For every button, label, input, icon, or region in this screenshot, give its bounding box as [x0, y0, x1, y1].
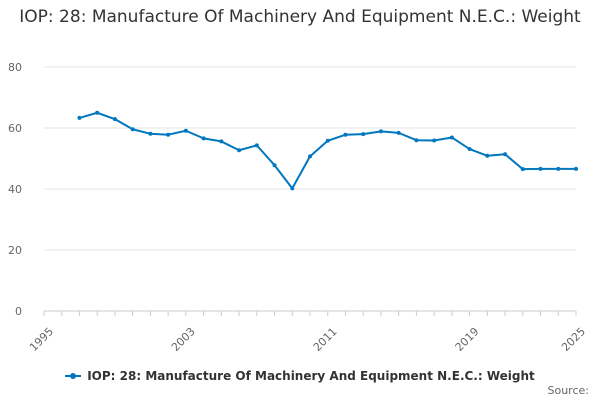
- data-point: [148, 131, 153, 136]
- data-point: [290, 186, 295, 191]
- data-point: [485, 153, 490, 158]
- data-point: [308, 154, 312, 159]
- data-point: [538, 166, 543, 171]
- x-tick-label: 2025: [559, 325, 588, 354]
- y-axis: 0 20 40 60 80: [8, 61, 22, 318]
- data-point: [130, 127, 135, 132]
- data-point: [95, 110, 100, 115]
- data-point: [467, 147, 472, 152]
- x-tick-label: 2019: [453, 325, 482, 354]
- data-point: [361, 132, 366, 137]
- data-point: [112, 117, 117, 122]
- data-point: [254, 143, 259, 148]
- x-tick-label: 2003: [169, 325, 198, 354]
- y-tick-label: 80: [8, 61, 22, 74]
- data-point: [77, 115, 82, 120]
- data-point: [219, 139, 224, 144]
- data-point: [414, 138, 419, 143]
- gridlines: [44, 66, 576, 312]
- data-point: [272, 163, 277, 168]
- data-point: [343, 132, 348, 137]
- y-tick-label: 0: [15, 305, 22, 318]
- data-point: [237, 148, 242, 153]
- legend[interactable]: IOP: 28: Manufacture Of Machinery And Eq…: [0, 366, 600, 383]
- x-axis: 1995 2003 2011 2019 2025: [27, 311, 588, 354]
- data-point: [201, 136, 206, 141]
- data-point: [396, 130, 401, 135]
- legend-label: IOP: 28: Manufacture Of Machinery And Eq…: [87, 369, 535, 383]
- data-point: [378, 129, 383, 134]
- x-tick-label: 1995: [27, 325, 56, 354]
- data-point: [449, 135, 454, 140]
- series-line: [79, 111, 576, 190]
- legend-line-marker-icon: [65, 373, 82, 379]
- data-point: [432, 138, 437, 143]
- y-tick-label: 20: [8, 244, 22, 257]
- chart-title: IOP: 28: Manufacture Of Machinery And Eq…: [19, 7, 581, 27]
- data-point: [556, 166, 561, 171]
- data-point: [166, 132, 171, 137]
- data-point: [183, 128, 188, 133]
- source-label: Source:: [547, 384, 590, 397]
- series-layer: [77, 110, 578, 191]
- y-tick-label: 60: [8, 122, 22, 135]
- x-tick-label: 2011: [311, 325, 340, 354]
- legend-item[interactable]: IOP: 28: Manufacture Of Machinery And Eq…: [65, 369, 535, 383]
- y-tick-label: 40: [8, 183, 22, 196]
- data-point: [503, 152, 508, 157]
- data-point: [574, 166, 578, 171]
- data-point: [325, 138, 330, 143]
- data-point: [520, 167, 525, 172]
